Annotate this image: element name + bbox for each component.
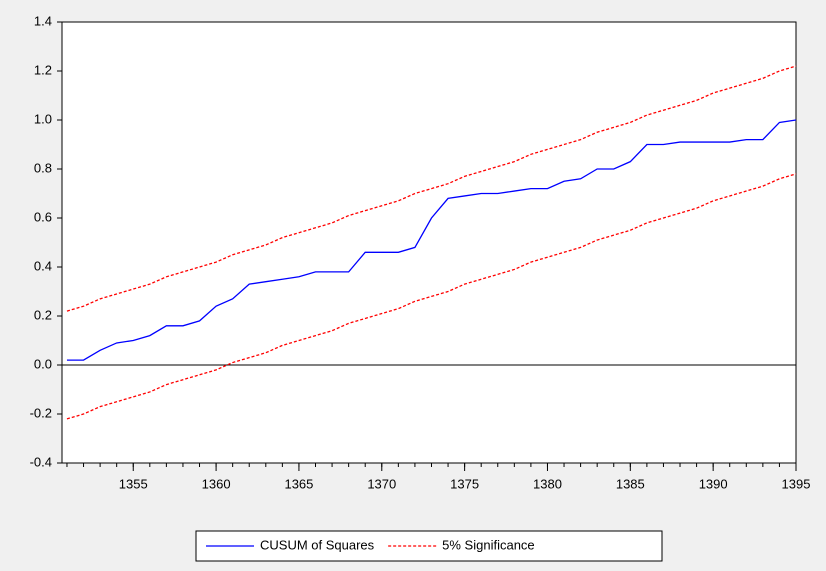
x-tick-label: 1355 [119, 476, 148, 491]
series-line [66, 119, 797, 361]
y-tick-label: 1.2 [34, 62, 52, 77]
y-tick-label: 0.2 [34, 307, 52, 322]
y-tick-label: 0.6 [34, 209, 52, 224]
x-tick-label: 1395 [782, 476, 811, 491]
y-tick-label: 0.0 [34, 356, 52, 371]
x-tick-label: 1380 [533, 476, 562, 491]
y-tick-label: -0.2 [30, 405, 52, 420]
x-tick-label: 1360 [202, 476, 231, 491]
legend-label: CUSUM of Squares [260, 537, 375, 552]
plot-area [61, 21, 797, 464]
series-line [66, 173, 797, 420]
y-tick-label: -0.4 [30, 454, 52, 469]
series-line [66, 65, 797, 312]
x-tick-label: 1370 [367, 476, 396, 491]
y-tick-label: 1.0 [34, 111, 52, 126]
x-tick-label: 1390 [699, 476, 728, 491]
y-tick-label: 0.8 [34, 160, 52, 175]
x-tick-label: 1385 [616, 476, 645, 491]
x-tick-label: 1375 [450, 476, 479, 491]
x-tick-label: 1365 [284, 476, 313, 491]
y-tick-label: 1.4 [34, 13, 52, 28]
y-tick-label: 0.4 [34, 258, 52, 273]
legend-label: 5% Significance [442, 537, 535, 552]
